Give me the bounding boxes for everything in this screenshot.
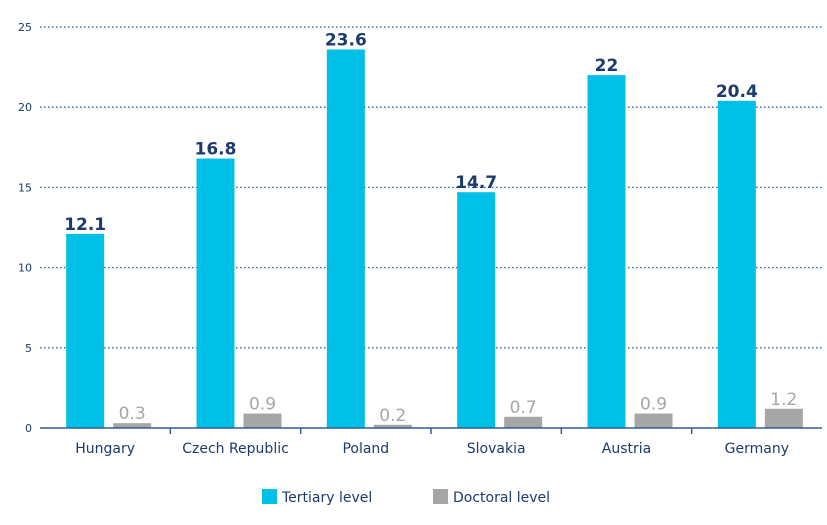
y-tick-label: 15 [18,181,32,194]
doctoral-value-label: 0.7 [510,398,537,418]
tertiary-bar [196,158,235,428]
doctoral-value-label: 0.9 [249,395,276,415]
x-tick-label: Poland [342,441,389,457]
legend-tertiary: Tertiary level [262,489,372,506]
legend-label: Doctoral level [453,490,550,506]
tertiary-value-label: 16.8 [195,140,237,160]
doctoral-bar [634,413,673,428]
x-tick-label: Austria [602,441,651,457]
y-tick-label: 5 [25,342,32,355]
doctoral-bar [113,423,152,428]
x-tick-label: Slovakia [467,441,526,457]
y-tick-label: 20 [18,101,32,114]
x-axis: Hungary Czech Republic Poland Slovakia Austr… [40,427,822,457]
tertiary-value-label: 23.6 [325,30,367,50]
legend-doctoral: Doctoral level [433,489,550,506]
y-tick-label: 0 [25,422,32,435]
bars [66,49,803,429]
doctoral-value-label: 0.9 [640,395,667,415]
doctoral-bar [504,416,543,428]
x-tick-label: Germany [725,441,789,457]
doctoral-bar [373,424,412,428]
y-tick-label: 25 [18,21,32,34]
legend-swatch [433,489,448,504]
tertiary-value-label: 22 [595,56,619,76]
doctoral-bar [764,408,803,428]
legend-swatch [262,489,277,504]
tertiary-bar [457,192,496,428]
legend-label: Tertiary level [281,490,372,506]
tertiary-bar [717,100,756,428]
tertiary-bar [587,75,626,429]
y-tick-label: 10 [18,262,32,275]
doctoral-value-label: 0.2 [379,406,406,426]
grid-lines [40,26,822,349]
data-labels: 12.1 0.3 16.8 0.9 23.6 0.2 14.7 0.7 22 0.9 20.4 1.2 [64,30,797,425]
tertiary-value-label: 12.1 [64,215,106,235]
tertiary-bar [326,49,365,429]
x-tick-label: Czech Republic [182,441,289,457]
tertiary-value-label: 20.4 [716,82,758,102]
tertiary-value-label: 14.7 [455,173,497,193]
y-axis: 0 5 10 15 20 25 [18,21,32,435]
doctoral-bar [243,413,282,428]
legend: Tertiary level Doctoral level [262,489,550,506]
doctoral-value-label: 0.3 [119,404,146,424]
x-tick-label: Hungary [75,441,135,457]
doctoral-value-label: 1.2 [770,390,797,410]
tertiary-bar [66,233,105,428]
